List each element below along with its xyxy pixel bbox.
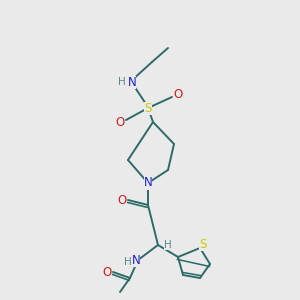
Text: O: O <box>117 194 127 206</box>
Text: H: H <box>124 257 132 267</box>
Text: H: H <box>164 240 172 250</box>
Text: N: N <box>128 76 136 88</box>
Text: O: O <box>173 88 183 101</box>
Text: S: S <box>199 238 207 250</box>
Text: N: N <box>144 176 152 190</box>
Text: H: H <box>118 77 126 87</box>
Text: O: O <box>116 116 124 128</box>
Text: S: S <box>144 101 152 115</box>
Text: O: O <box>102 266 112 278</box>
Text: N: N <box>132 254 140 266</box>
